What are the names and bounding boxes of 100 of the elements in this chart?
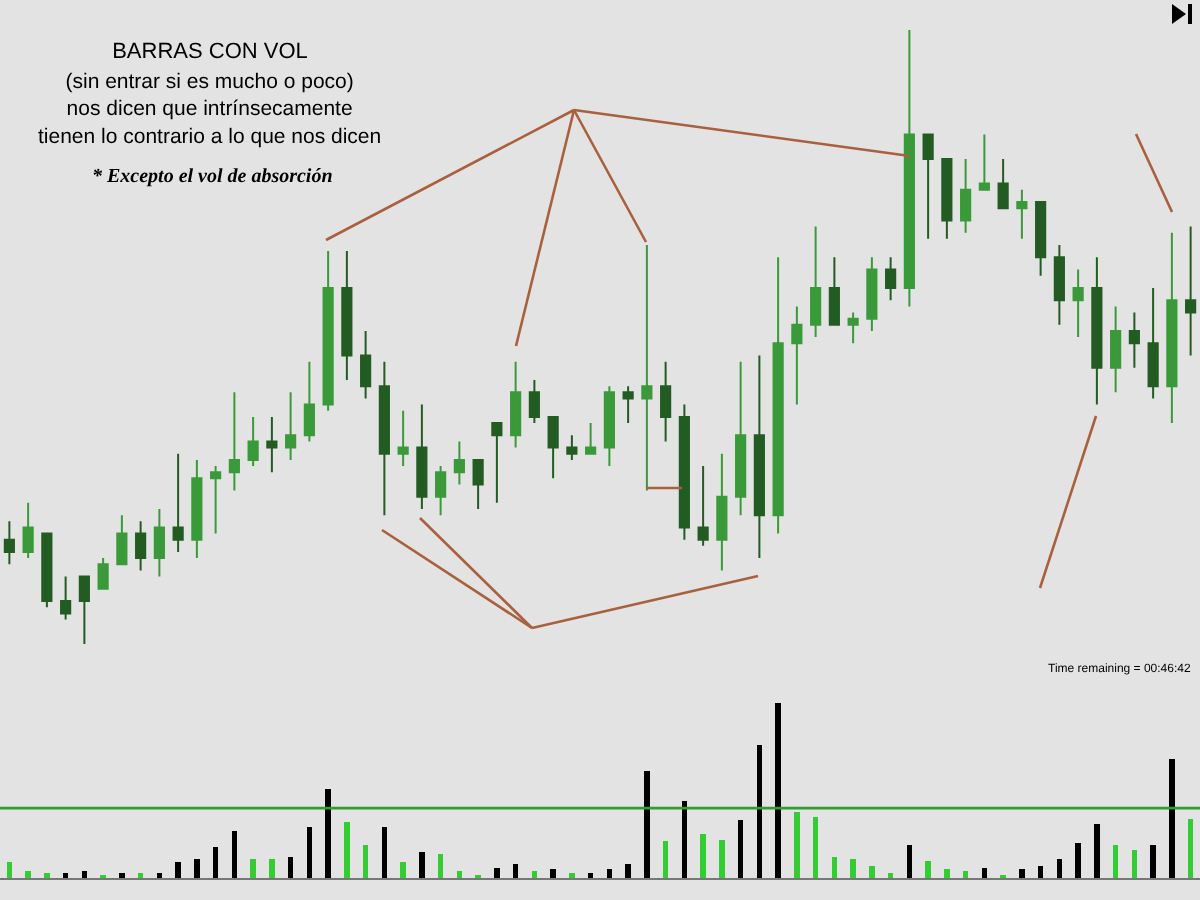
candlestick: [41, 532, 53, 609]
candlestick: [78, 575, 90, 646]
candlestick: [360, 329, 372, 400]
candlestick: [1053, 243, 1065, 326]
bar: [194, 858, 200, 878]
candlestick: [491, 422, 503, 504]
bar: [269, 858, 275, 878]
candlestick: [566, 434, 578, 461]
bar: [81, 871, 88, 878]
bar: [119, 872, 125, 878]
annotation: * Excepto el vol de absorción: [92, 166, 334, 188]
candlestick: [397, 409, 409, 468]
bar: [737, 820, 744, 878]
candlestick: [303, 360, 315, 443]
candlestick: [772, 256, 784, 535]
candlestick: [1128, 311, 1140, 369]
candlestick: [510, 360, 522, 449]
candlestick: [866, 256, 878, 332]
candlestick: [828, 256, 840, 326]
candlestick: [697, 465, 709, 547]
bar: [419, 851, 425, 878]
candlestick: [116, 514, 128, 566]
candlestick: [1110, 305, 1122, 394]
candlestick: [585, 422, 597, 455]
candlestick: [903, 29, 915, 308]
candlestick: [22, 501, 34, 560]
candlestick: [322, 250, 334, 412]
candlestick: [1166, 231, 1178, 425]
bar: [1150, 844, 1156, 878]
bar: [250, 858, 256, 878]
candlestick: [716, 452, 728, 572]
candlestick: [1185, 225, 1197, 357]
candlestick: [172, 452, 184, 553]
candlestick: [285, 391, 297, 461]
bar: [550, 869, 556, 878]
candlestick: [453, 440, 465, 486]
bar: [400, 862, 406, 878]
candlestick: [753, 354, 765, 560]
candlestick: [135, 520, 147, 572]
bar: [344, 822, 350, 878]
candlestick: [885, 256, 897, 302]
candlestick: [847, 311, 859, 345]
candlestick: [1091, 256, 1103, 406]
candlestick: [472, 458, 484, 510]
bar: [719, 839, 725, 878]
bar: [175, 862, 181, 878]
candlestick: [678, 403, 690, 541]
bar: [962, 871, 969, 878]
candlestick: [978, 133, 990, 191]
bar: [6, 862, 13, 878]
candlestick: [228, 391, 240, 492]
candlestick: [735, 360, 747, 517]
bar: [625, 864, 631, 878]
bar: [925, 860, 931, 878]
candlestick: [341, 250, 353, 382]
candlestick: [435, 465, 447, 517]
candlestick: [941, 158, 953, 240]
candlestick: [960, 158, 972, 234]
candlestick: [791, 305, 803, 406]
bar: [1094, 823, 1100, 878]
candlestick: [641, 243, 653, 492]
candlestick: [547, 415, 559, 480]
candlestick: [660, 360, 672, 443]
bar: [1169, 759, 1175, 878]
candlestick: [191, 458, 203, 560]
text: (sin entrar si es mucho o poco) nos dicen que intrínsecamente tienen lo contrario a lo que nos dicen: [38, 70, 382, 149]
candlestick: [247, 415, 259, 468]
bar: [1075, 843, 1081, 878]
candlestick: [266, 415, 278, 474]
candlestick: [210, 465, 222, 535]
candlestick: [97, 557, 109, 590]
candlestick: [378, 360, 390, 517]
candlestick: [997, 158, 1009, 210]
candlestick: [1147, 286, 1159, 400]
bar: [44, 872, 50, 878]
bar: [850, 858, 856, 878]
bar: [794, 811, 800, 878]
bar: [25, 871, 31, 878]
candlestick: [1016, 188, 1028, 240]
bar: [775, 703, 781, 878]
bar: [944, 869, 950, 878]
bar: [569, 872, 575, 878]
bar: [512, 864, 519, 878]
candlestick: [416, 403, 428, 510]
candlestick: [153, 508, 165, 578]
bar: [700, 834, 706, 878]
candlestick: [3, 520, 15, 566]
bar: [869, 865, 875, 878]
bar: [325, 788, 331, 878]
candlestick: [1072, 268, 1084, 339]
candlestick: [622, 385, 634, 425]
bar: [531, 871, 538, 878]
bar: [662, 841, 669, 878]
bar: [1019, 869, 1025, 878]
candlestick: [528, 379, 540, 425]
bar: [494, 867, 500, 878]
candlestick: [603, 385, 615, 468]
candlestick: [810, 225, 822, 339]
candlestick: [922, 133, 934, 240]
bar: [456, 871, 463, 878]
